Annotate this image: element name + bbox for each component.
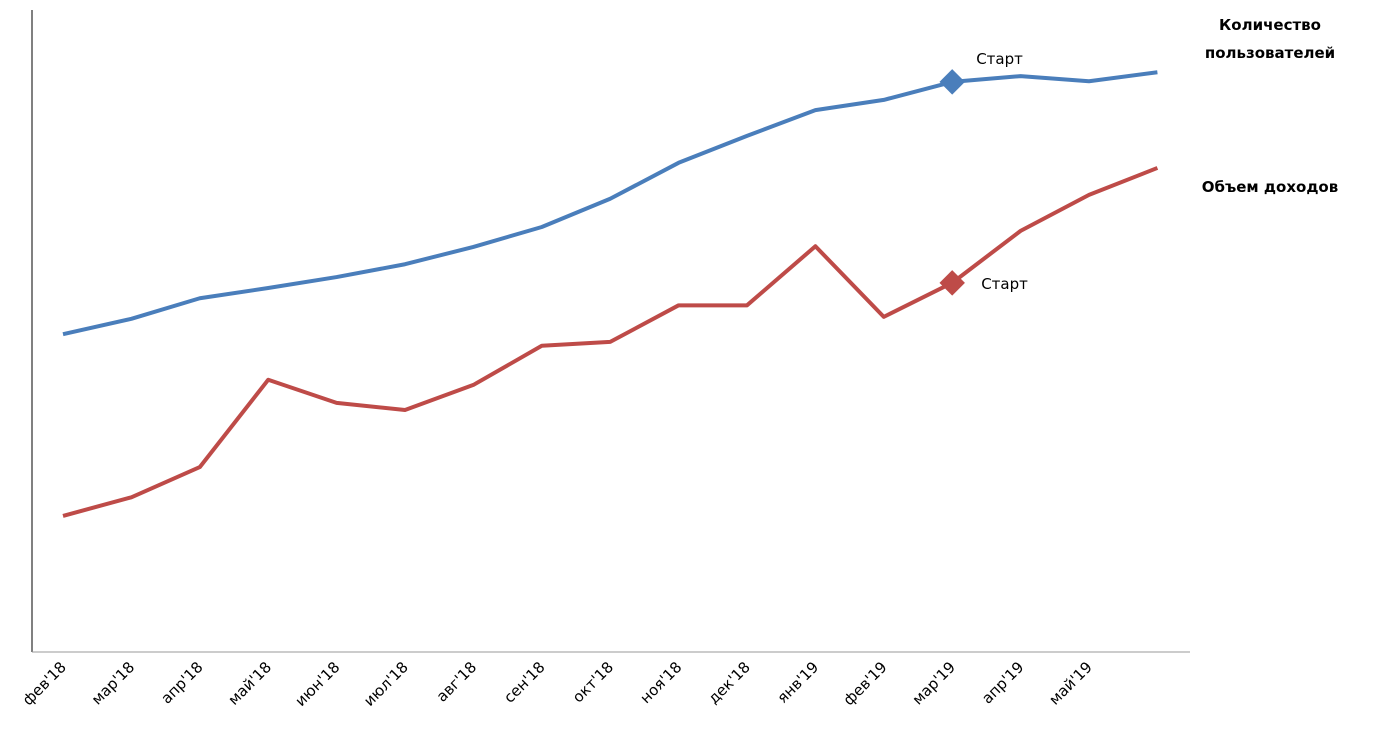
x-tick-label: фев'18 — [19, 658, 70, 709]
x-tick-label: дек'18 — [704, 658, 753, 707]
x-tick-label: май'19 — [1045, 658, 1096, 709]
x-tick-label: май'18 — [224, 658, 275, 709]
annotation: Старт — [976, 50, 1023, 68]
x-tick-label: мар'19 — [909, 658, 959, 708]
series-line — [62, 166, 1159, 518]
marker — [939, 270, 965, 296]
x-tick-label: апр'18 — [157, 658, 206, 707]
x-tick-label: окт'18 — [569, 658, 617, 706]
x-tick-label: фев'19 — [840, 658, 891, 709]
x-tick-label: июн'18 — [292, 658, 344, 710]
x-tick-label: июл'18 — [360, 658, 412, 710]
annotation: Старт — [981, 275, 1028, 293]
x-tick-label: мар'18 — [88, 658, 138, 708]
x-tick-label: янв'19 — [774, 658, 823, 707]
series-label: Объем доходов — [1202, 178, 1338, 196]
x-tick-label: сен'18 — [500, 658, 548, 706]
series-label: Количество пользователей — [1205, 16, 1335, 62]
x-tick-label: апр'19 — [978, 658, 1027, 707]
x-tick-label: ноя'18 — [636, 658, 685, 707]
x-tick-label: авг'18 — [433, 658, 480, 705]
series-line — [62, 70, 1158, 337]
marker — [939, 69, 965, 95]
